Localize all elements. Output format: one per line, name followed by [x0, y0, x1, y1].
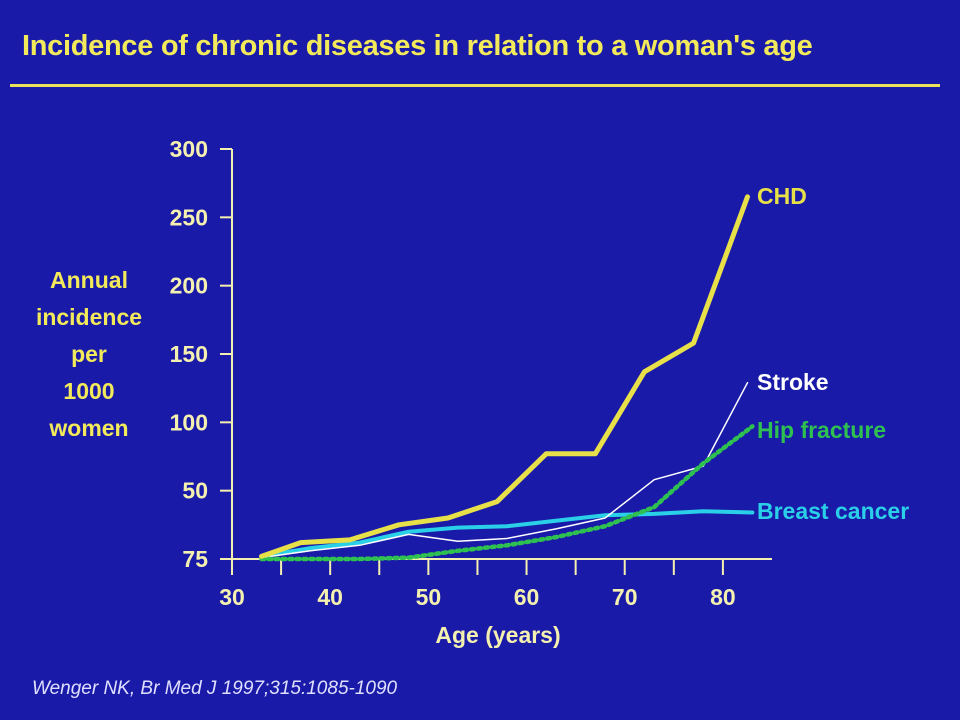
- y-tick-label: 75: [182, 546, 208, 572]
- y-tick-label: 50: [182, 478, 208, 504]
- y-axis-label-line: women: [49, 415, 129, 441]
- x-tick-label: 50: [416, 584, 442, 610]
- series-label-stroke: Stroke: [757, 369, 829, 395]
- series-line-hip-fracture: [259, 424, 755, 562]
- series-line-chd: [259, 194, 750, 559]
- y-axis-label-line: incidence: [35, 304, 143, 330]
- x-tick-label: 60: [514, 584, 540, 610]
- y-tick-label: 200: [170, 273, 208, 299]
- series-label-hip-fracture: Hip fracture: [757, 417, 886, 443]
- series-line-breast-cancer: [259, 509, 755, 559]
- y-tick-label: 150: [170, 341, 208, 367]
- citation: Wenger NK, Br Med J 1997;315:1085-1090: [32, 678, 398, 699]
- title-divider: [10, 84, 940, 87]
- y-axis-label: Annual incidence per 1000 women: [20, 262, 158, 447]
- x-axis-label: Age (years): [435, 622, 560, 648]
- y-tick-label: 300: [170, 136, 208, 162]
- y-tick-label: 100: [170, 409, 208, 435]
- chart-series: [259, 194, 755, 562]
- x-tick-label: 70: [612, 584, 638, 610]
- slide-title: Incidence of chronic diseases in relatio…: [22, 30, 813, 62]
- chart-series-labels: CHD Stroke Hip fracture Breast cancer: [757, 183, 909, 524]
- series-label-breast-cancer: Breast cancer: [757, 498, 909, 524]
- y-axis-label-line: Annual: [50, 267, 128, 293]
- y-axis-label-line: 1000: [63, 378, 115, 404]
- x-tick-label: 30: [219, 584, 245, 610]
- y-tick-label: 250: [170, 204, 208, 230]
- x-tick-label: 40: [317, 584, 343, 610]
- chart-axes: 75 50 100 150 200 250 300 30 40 50 60 70 80: [170, 136, 772, 610]
- series-line-stroke: [260, 381, 749, 559]
- y-axis-label-line: per: [71, 341, 107, 367]
- x-tick-label: 80: [710, 584, 736, 610]
- series-label-chd: CHD: [757, 183, 807, 209]
